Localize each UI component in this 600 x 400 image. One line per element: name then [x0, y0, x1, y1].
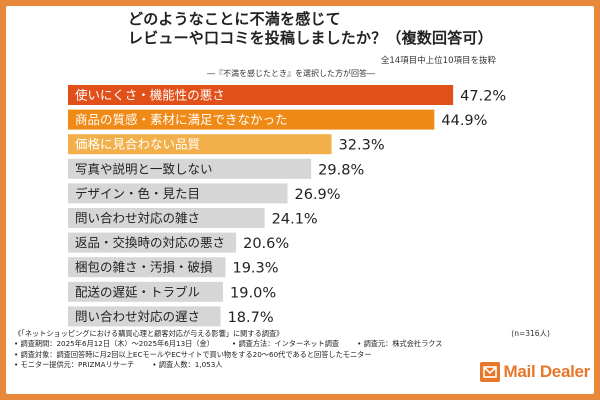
survey-provider: • モニター提供元：PRIZMAリサーチ	[14, 360, 135, 370]
survey-meta-row: • 調査期間：2025年6月12日（木）〜2025年6月13日（金） • 調査方法…	[14, 339, 484, 349]
bar-1	[68, 85, 454, 105]
bar-2	[68, 109, 435, 130]
survey-name: 《「ネットショッピングにおける購買心理と顧客対応が与える影響」に関する調査》	[14, 329, 284, 338]
survey-organizer: • 調査元：株式会社ラクス	[357, 339, 443, 349]
respondent-note: ―『不満を感じたとき』を選択した方が回答―	[207, 69, 375, 78]
bar-4	[68, 158, 312, 179]
survey-target: • 調査対象：調査回答時に月2回以上ECモールやECサイトで買い物をする20〜6…	[14, 349, 372, 359]
value-label-10: 18.7%	[228, 310, 274, 326]
survey-period: • 調査期間：2025年6月12日（木）〜2025年6月13日（金）	[14, 339, 214, 349]
category-label-3: 価格に見合わない品質	[75, 137, 200, 152]
bar-6	[68, 208, 265, 228]
logo-mark-icon	[482, 366, 497, 378]
category-label-9: 配送の遅延・トラブル	[75, 284, 200, 299]
logo-mark	[479, 362, 500, 382]
survey-meta-row-2: • モニター提供元：PRIZMAリサーチ • 調査人数：1,053人	[14, 360, 484, 370]
survey-count: • 調査人数：1,053人	[152, 360, 223, 370]
bar-10	[68, 306, 221, 327]
chart-subtitle: 全14項目中上位10項目を抜粋	[380, 56, 496, 66]
category-label-7: 返品・交換時の対応の悪さ	[75, 235, 225, 250]
value-label-4: 29.8%	[318, 162, 364, 178]
category-label-8: 梱包の雑さ・汚損・破損	[75, 260, 213, 275]
value-label-2: 44.9%	[441, 113, 487, 129]
chart-title-line-1: どのようなことに不満を感じて	[128, 10, 341, 28]
category-label-5: デザイン・色・見た目	[75, 186, 200, 201]
value-label-7: 20.6%	[243, 236, 289, 252]
value-label-5: 26.9%	[295, 187, 341, 203]
mail-dealer-logo: Mail Dealer	[479, 362, 591, 382]
category-label-6: 問い合わせ対応の雑さ	[75, 211, 200, 226]
category-label-2: 商品の質感・素材に満足できなかった	[75, 112, 288, 127]
value-label-6: 24.1%	[272, 212, 318, 228]
survey-method: • 調査方法：インターネット調査	[231, 339, 340, 349]
category-label-4: 写真や説明と一致しない	[75, 161, 213, 176]
chart-title: どのようなことに不満を感じて レビューや口コミを投稿しましたか？（複数回答可）	[128, 10, 493, 48]
bar-7	[68, 232, 237, 253]
category-label-10: 問い合わせ対応の遅さ	[75, 309, 200, 324]
value-label-9: 19.0%	[230, 285, 276, 301]
bar-8	[68, 257, 226, 278]
value-label-3: 32.3%	[339, 138, 385, 154]
chart-title-line-2: レビューや口コミを投稿しましたか？（複数回答可）	[128, 29, 493, 47]
bar-9	[68, 281, 224, 302]
bar-5	[68, 183, 288, 204]
sample-size-note: (n=316人)	[511, 329, 550, 338]
value-label-8: 19.3%	[232, 261, 278, 277]
survey-footer: 《「ネットショッピングにおける購買心理と顧客対応が与える影響」に関する調査》 •…	[14, 329, 484, 371]
category-label-1: 使いにくさ・機能性の悪さ	[75, 88, 225, 103]
logo-text: Mail Dealer	[503, 362, 591, 381]
bar-3	[68, 134, 332, 155]
value-label-1: 47.2%	[460, 89, 506, 105]
